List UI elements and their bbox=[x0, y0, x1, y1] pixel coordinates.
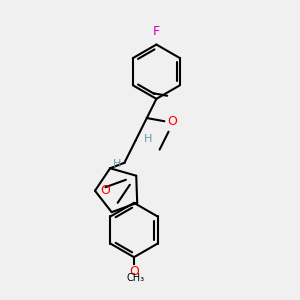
Text: O: O bbox=[100, 184, 110, 197]
Text: H: H bbox=[144, 134, 152, 144]
Text: CH₃: CH₃ bbox=[127, 272, 145, 283]
Text: F: F bbox=[153, 25, 160, 38]
Text: H: H bbox=[113, 159, 121, 170]
Text: O: O bbox=[129, 265, 139, 278]
Text: O: O bbox=[168, 115, 178, 128]
